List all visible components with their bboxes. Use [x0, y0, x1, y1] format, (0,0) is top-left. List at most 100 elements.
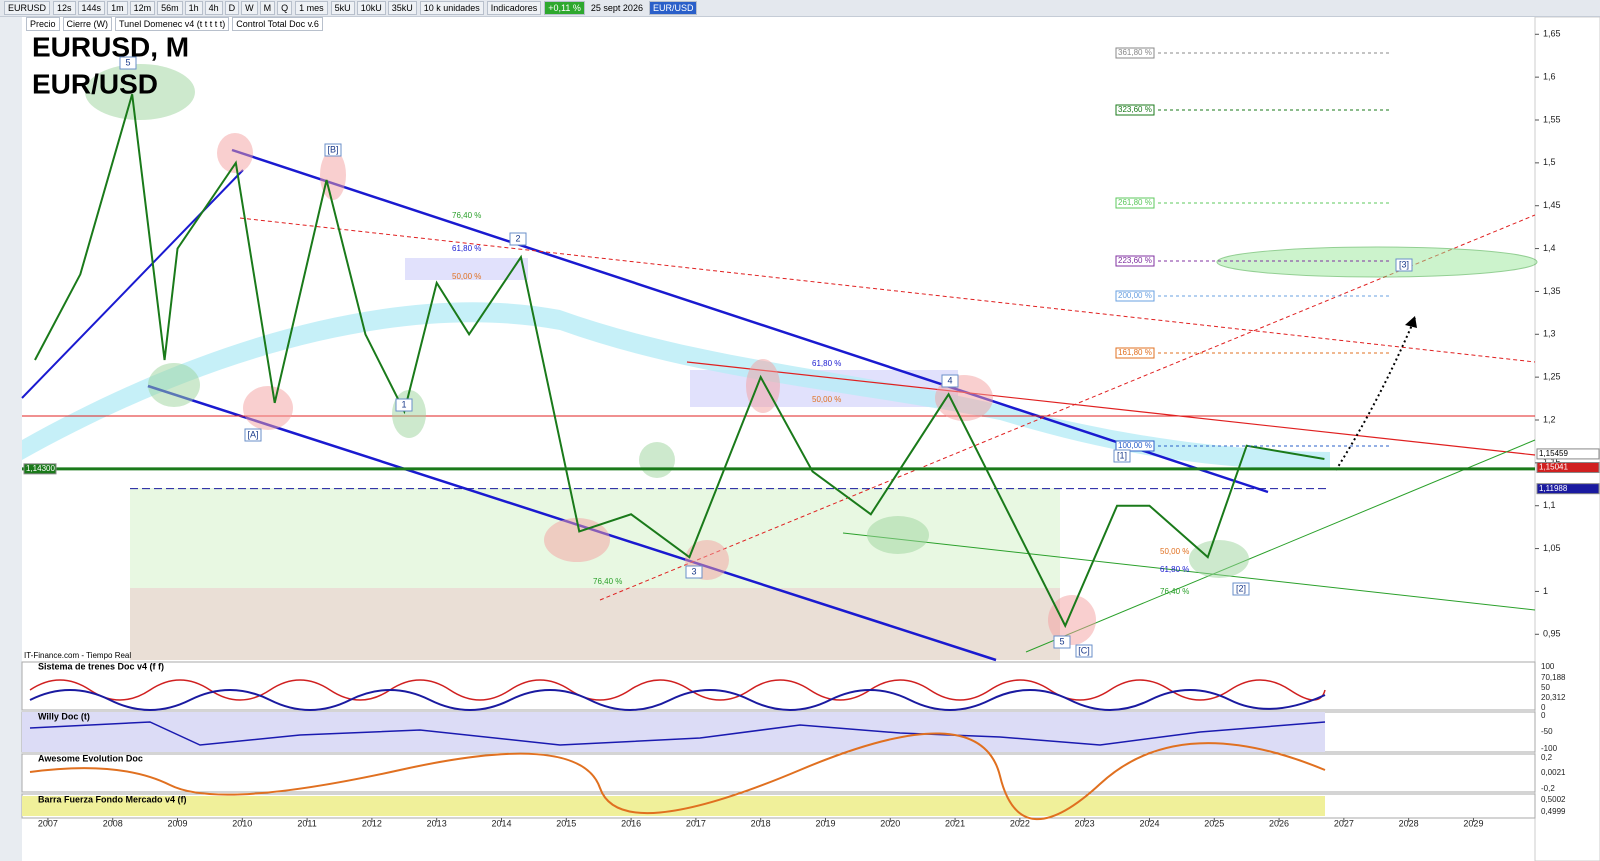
y-tick-label: 1,05 — [1543, 543, 1561, 553]
fib-label: 323,60 % — [1118, 105, 1152, 114]
wave-box — [324, 143, 342, 157]
period-button[interactable]: M — [259, 1, 276, 15]
y-tick-label: 1,5 — [1543, 157, 1556, 167]
fib-label: 50,00 % — [452, 272, 481, 281]
panel-scale-label: -50 — [1541, 727, 1553, 736]
fib-label: 61,80 % — [812, 359, 841, 368]
price-tag: 1,15459 — [1539, 449, 1568, 458]
oscillator — [29, 732, 1326, 821]
unit-button[interactable]: 10kU — [356, 1, 386, 15]
x-tick-label: 2014 — [491, 818, 511, 828]
period-button[interactable]: 12s — [53, 1, 76, 15]
indicator-panels — [21, 661, 1536, 821]
period-button[interactable]: 144s — [77, 1, 106, 15]
legend-item[interactable]: Cierre (W) — [62, 16, 113, 31]
wave-box — [941, 374, 959, 388]
fib-box — [1115, 290, 1155, 302]
trend-line — [239, 217, 1536, 363]
period-button[interactable]: 56m — [157, 1, 183, 15]
fib-label: 161,80 % — [1118, 348, 1152, 357]
right-axis — [1534, 16, 1600, 861]
y-tick-label: 1,2 — [1543, 414, 1556, 424]
fib-box — [1115, 197, 1155, 209]
period-button[interactable]: D — [224, 1, 240, 15]
change-badge: +0,11 % — [544, 1, 585, 15]
price-tag-box — [1536, 448, 1600, 460]
chart-subtitle: EUR/USD — [32, 68, 158, 99]
x-tick-label: 2011 — [297, 818, 316, 828]
x-tick-label: 2007 — [38, 818, 58, 828]
symbol-box[interactable]: EURUSD — [4, 1, 51, 15]
x-tick-label: 2021 — [945, 818, 965, 828]
highlight — [1189, 540, 1249, 578]
date: 25 sept 2026 — [590, 3, 643, 13]
pair-badge: EUR/USD — [648, 1, 698, 15]
wave-label: 2 — [515, 233, 520, 243]
wave-label: [C] — [1078, 645, 1090, 655]
unit-button[interactable]: 35kU — [387, 1, 417, 15]
unit-group: 5kU 10kU 35kU — [330, 1, 417, 15]
x-tick-label: 2026 — [1269, 818, 1289, 828]
y-tick-label: 1,65 — [1543, 29, 1561, 39]
period-button[interactable]: W — [241, 1, 258, 15]
price-tag-box — [1536, 483, 1600, 495]
y-tick-label: 1,4 — [1543, 243, 1556, 253]
highlight — [639, 442, 675, 478]
y-tick-label: 1,35 — [1543, 286, 1561, 296]
period-button[interactable]: 1h — [184, 1, 203, 15]
x-tick-label: 2018 — [751, 818, 771, 828]
left-toolbar — [0, 17, 22, 861]
quantity-select[interactable]: 10 k unidades — [419, 1, 484, 15]
y-tick-label: 1 — [1543, 586, 1548, 596]
panel-title: Sistema de trenes Doc v4 (f f) — [38, 661, 164, 671]
wave-label: 5 — [1059, 636, 1064, 646]
target-zone — [1216, 246, 1538, 278]
chart-title: EURUSD, M — [32, 31, 189, 62]
period-button[interactable]: 1m — [107, 1, 128, 15]
fib-label: 50,00 % — [812, 395, 841, 404]
x-tick-label: 2015 — [556, 818, 576, 828]
fib-label: 76,40 % — [452, 211, 481, 220]
legend-item[interactable]: Tunel Domenec v4 (t t t t t) — [115, 16, 230, 31]
range-select[interactable]: 1 mes — [295, 1, 328, 15]
unit-button[interactable]: 5kU — [330, 1, 355, 15]
wave-label: [1] — [1117, 450, 1127, 460]
panel-scale-label: 0,5002 — [1541, 795, 1566, 804]
y-tick-label: 1,45 — [1543, 200, 1561, 210]
fib-label: 76,40 % — [1160, 587, 1189, 596]
oscillator — [29, 721, 1326, 746]
panel-scale-label: 0 — [1541, 703, 1546, 712]
price-tag-box — [1536, 462, 1600, 474]
period-button[interactable]: 4h — [204, 1, 223, 15]
indicators-button[interactable]: Indicadores — [486, 1, 542, 15]
panel-band — [22, 796, 1325, 816]
legend-item[interactable]: Precio — [26, 16, 60, 31]
panel-title: Awesome Evolution Doc — [38, 753, 143, 763]
wave-box — [509, 232, 527, 246]
y-tick-label: 0,95 — [1543, 629, 1561, 639]
y-tick-label: 1,1 — [1543, 500, 1556, 510]
wave-box — [395, 398, 413, 412]
highlight — [243, 386, 293, 430]
trend-line — [599, 214, 1536, 601]
period-button[interactable]: 12m — [129, 1, 156, 15]
x-tick-label: 2028 — [1399, 818, 1419, 828]
y-tick-label: 1,3 — [1543, 329, 1556, 339]
source-note: IT-Finance.com - Tiempo Real — [24, 651, 131, 660]
highlight — [85, 64, 195, 120]
fib-label: 100,00 % — [1118, 441, 1152, 450]
fib-box — [1115, 347, 1155, 359]
arrow-head — [1405, 316, 1417, 328]
period-button[interactable]: Q — [277, 1, 293, 15]
trend-line — [842, 532, 1536, 611]
tunnel — [22, 302, 1330, 470]
legend-item[interactable]: Control Total Doc v.6 — [232, 16, 323, 31]
fib-label: 61,80 % — [1160, 565, 1189, 574]
panel-scale-label: 0 — [1541, 711, 1546, 720]
x-tick-label: 2010 — [232, 818, 252, 828]
legend: Precio Cierre (W) Tunel Domenec v4 (t t t … — [22, 16, 323, 31]
highlight — [867, 516, 929, 554]
y-tick-label: 1,6 — [1543, 72, 1556, 82]
x-tick-label: 2013 — [427, 818, 447, 828]
